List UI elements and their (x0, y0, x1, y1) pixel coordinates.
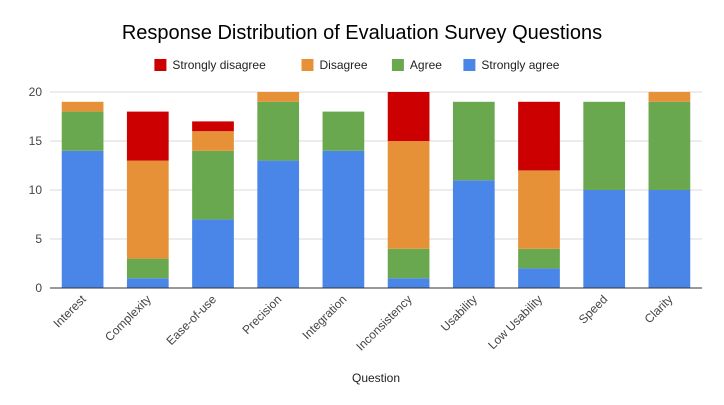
bar-precision-strongly-agree (257, 160, 300, 288)
y-tick-label: 5 (35, 232, 42, 246)
bar-usability-strongly-agree (452, 180, 495, 288)
bar-complexity-agree (126, 258, 169, 279)
x-tick-label: Interest (51, 292, 90, 331)
bar-speed-agree (583, 101, 626, 190)
bar-usability-agree (452, 101, 495, 181)
x-axis-label: Question (352, 371, 400, 385)
bar-precision-agree (257, 101, 300, 161)
y-tick-label: 10 (29, 183, 43, 197)
x-tick-label: Integration (300, 292, 350, 342)
bar-integration-agree (322, 111, 365, 151)
bar-precision-disagree (257, 92, 300, 102)
bar-speed-strongly-agree (583, 190, 626, 288)
bar-clarity-disagree (648, 92, 691, 102)
legend: Strongly disagree Disagree Agree Strongly a… (154, 58, 560, 72)
bar-inconsistency-strongly-agree (387, 278, 430, 288)
bar-ease-of-use-agree (192, 150, 234, 220)
y-tick-label: 20 (29, 85, 43, 99)
bar-clarity-strongly-agree (648, 190, 691, 288)
bar-clarity-agree (648, 101, 691, 190)
bar-ease-of-use-strongly-disagree (192, 121, 234, 132)
x-tick-label: Usability (438, 292, 480, 334)
legend-label-agree: Agree (410, 58, 442, 72)
x-axis-ticks: Interest Complexity Ease-of-use Precision In… (51, 292, 676, 354)
x-tick-label: Inconsistency (353, 292, 414, 353)
bar-integration-strongly-agree (322, 150, 365, 288)
bar-ease-of-use-disagree (192, 131, 234, 151)
bars (61, 92, 691, 288)
bar-low-usability-agree (518, 248, 560, 269)
x-tick-label: Clarity (642, 292, 676, 326)
x-tick-label: Ease-of-use (163, 292, 219, 348)
bar-low-usability-disagree (518, 170, 560, 249)
x-tick-label: Speed (576, 292, 610, 326)
legend-label-strongly-disagree: Strongly disagree (172, 58, 266, 72)
legend-swatch-strongly-agree (463, 59, 476, 71)
legend-swatch-agree (391, 59, 404, 71)
legend-swatch-disagree (301, 59, 314, 71)
x-tick-label: Complexity (102, 292, 154, 344)
bar-interest-disagree (61, 101, 104, 112)
chart-title: Response Distribution of Evaluation Surv… (122, 22, 602, 44)
y-tick-label: 0 (35, 281, 42, 295)
bar-inconsistency-agree (387, 248, 430, 279)
bar-ease-of-use-strongly-agree (192, 219, 234, 288)
bar-complexity-strongly-disagree (126, 111, 169, 161)
bar-inconsistency-disagree (387, 141, 430, 249)
bar-interest-strongly-agree (61, 150, 104, 288)
legend-label-strongly-agree: Strongly agree (481, 58, 559, 72)
legend-swatch-strongly-disagree (154, 59, 167, 71)
bar-low-usability-strongly-agree (518, 268, 560, 288)
x-tick-label: Precision (240, 292, 285, 337)
legend-label-disagree: Disagree (320, 58, 368, 72)
bar-low-usability-strongly-disagree (518, 101, 560, 171)
bar-inconsistency-strongly-disagree (387, 92, 430, 141)
bar-complexity-strongly-agree (126, 278, 169, 288)
y-tick-label: 15 (29, 134, 43, 148)
y-axis-ticks: 0 5 10 15 20 (29, 85, 43, 295)
bar-interest-agree (61, 111, 104, 151)
bar-complexity-disagree (126, 160, 169, 259)
x-tick-label: Low Usability (485, 292, 545, 352)
